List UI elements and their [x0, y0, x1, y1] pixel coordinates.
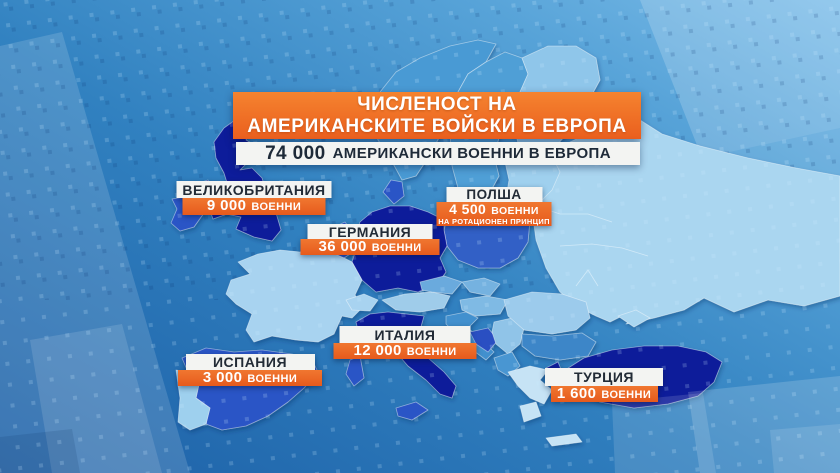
label-italy: ИТАЛИЯ 12 000 ВОЕННИ: [333, 326, 477, 359]
troops-value: 1 600 ВОЕННИ: [550, 384, 658, 402]
total-text: АМЕРИКАНСКИ ВОЕННИ В ЕВРОПА: [332, 145, 611, 162]
country-name: ВЕЛИКОБРИТАНИЯ: [176, 181, 332, 198]
country-name: ИТАЛИЯ: [339, 326, 471, 343]
troops-unit: ВОЕННИ: [251, 201, 302, 213]
glass-squares: [612, 376, 840, 473]
total-number: 74 000: [265, 142, 326, 164]
country-name: ТУРЦИЯ: [545, 368, 663, 386]
troops-number: 12 000: [353, 341, 402, 359]
title-line2: АМЕРИКАНСКИТЕ ВОЙСКИ В ЕВРОПА: [247, 115, 627, 137]
label-uk: ВЕЛИКОБРИТАНИЯ 9 000 ВОЕННИ: [176, 181, 332, 215]
label-germany: ГЕРМАНИЯ 36 000 ВОЕННИ: [300, 224, 440, 255]
troops-value: 36 000 ВОЕННИ: [300, 237, 440, 255]
title-line1: ЧИСЛЕНОСТ НА: [357, 93, 517, 115]
troops-unit: ВОЕННИ: [491, 204, 539, 217]
label-poland: ПОЛША 4 500 ВОЕННИ НА РОТАЦИОНЕН ПРИНЦИП: [436, 187, 552, 226]
country-name: ПОЛША: [446, 187, 542, 202]
troops-number: 4 500: [449, 200, 487, 217]
troops-number: 3 000: [202, 368, 243, 386]
total-banner: 74 000 АМЕРИКАНСКИ ВОЕННИ В ЕВРОПА: [236, 142, 640, 165]
troops-value: 3 000 ВОЕННИ: [178, 370, 322, 386]
label-turkey: ТУРЦИЯ 1 600 ВОЕННИ: [545, 368, 663, 402]
country-name: ИСПАНИЯ: [185, 354, 315, 370]
troops-unit: ВОЕННИ: [406, 345, 457, 358]
troops-value: 4 500 ВОЕННИ НА РОТАЦИОНЕН ПРИНЦИП: [436, 200, 552, 226]
country-name: ГЕРМАНИЯ: [307, 224, 433, 240]
troops-number: 9 000: [206, 197, 247, 214]
title-banner: ЧИСЛЕНОСТ НА АМЕРИКАНСКИТЕ ВОЙСКИ В ЕВРО…: [233, 92, 641, 139]
troops-note: НА РОТАЦИОНЕН ПРИНЦИП: [438, 216, 550, 226]
troops-unit: ВОЕННИ: [247, 372, 298, 385]
troops-value: 9 000 ВОЕННИ: [182, 197, 326, 215]
troops-unit: ВОЕННИ: [371, 241, 422, 254]
troops-unit: ВОЕННИ: [601, 388, 652, 401]
troops-number: 1 600: [556, 384, 597, 402]
label-spain: ИСПАНИЯ 3 000 ВОЕННИ: [178, 354, 322, 386]
troops-number: 36 000: [318, 237, 367, 255]
troops-value: 12 000 ВОЕННИ: [333, 341, 477, 359]
